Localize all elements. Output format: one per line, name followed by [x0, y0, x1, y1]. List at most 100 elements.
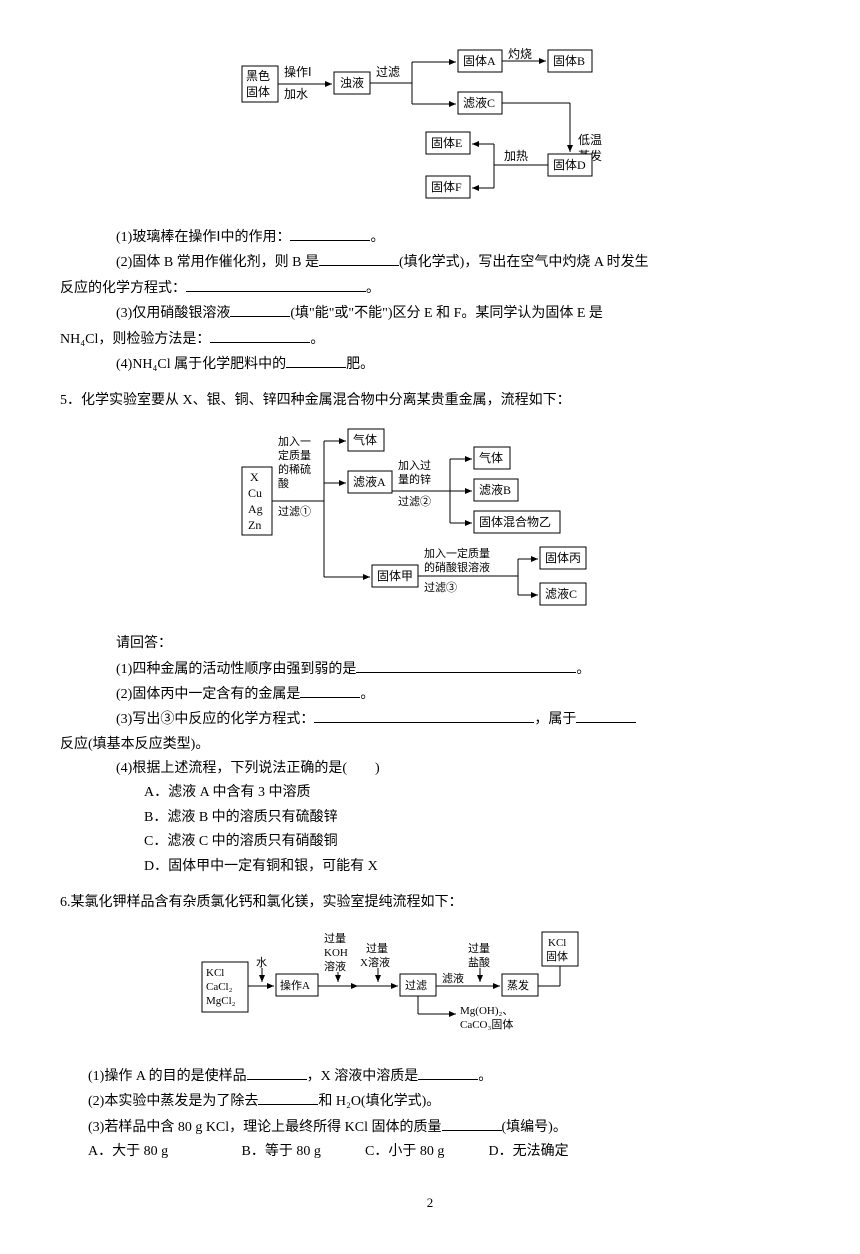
blank[interactable] — [258, 1090, 318, 1105]
blank[interactable] — [230, 302, 290, 317]
q5-2b: 。 — [360, 687, 374, 702]
q4-3a: (3)仅用硝酸银溶液 — [116, 306, 230, 321]
flowchart-1: 黑色 固体 操作Ⅰ 加水 浊液 过滤 固体A 灼烧 固体B 滤液C 低温 蒸发 … — [240, 48, 670, 218]
q6-2: (2)本实验中蒸发是为了除去和 H₂O(填化学式)。 — [60, 1090, 800, 1113]
q6-1b: ，X 溶液中溶质是 — [307, 1069, 419, 1084]
svg-text:过量: 过量 — [468, 942, 490, 955]
q6-3a: (3)若样品中含 80 g KCl，理论上最终所得 KCl 固体的质量 — [88, 1120, 442, 1135]
q6-1c: 。 — [478, 1069, 492, 1084]
svg-text:加热: 加热 — [504, 149, 528, 163]
q6-3: (3)若样品中含 80 g KCl，理论上最终所得 KCl 固体的质量(填编号)… — [60, 1116, 800, 1139]
svg-text:Mg(OH)₂、: Mg(OH)₂、 — [460, 1005, 513, 1017]
svg-text:MgCl₂: MgCl₂ — [206, 995, 236, 1007]
q4-1: (1)玻璃棒在操作Ⅰ中的作用： 。 — [60, 226, 800, 249]
svg-text:过滤①: 过滤① — [278, 505, 311, 518]
q5-optA[interactable]: A．滤液 A 中含有 3 中溶质 — [60, 782, 800, 804]
q5-optB[interactable]: B．滤液 B 中的溶质只有硫酸锌 — [60, 807, 800, 829]
q6-optB[interactable]: B．等于 80 g — [242, 1141, 362, 1163]
svg-text:量的锌: 量的锌 — [398, 472, 431, 486]
blank[interactable] — [314, 708, 534, 723]
question-4: (1)玻璃棒在操作Ⅰ中的作用： 。 (2)固体 B 常用作催化剂，则 B 是(填化… — [60, 226, 800, 376]
svg-text:固体丙: 固体丙 — [545, 551, 581, 565]
q4-2b: (填化学式)，写出在空气中灼烧 A 时发生 — [399, 255, 649, 270]
diagram-q5: X Cu Ag Zn 加入一 定质量 的稀硫 酸 过滤① 气体 滤液A 加入过 … — [240, 427, 800, 625]
blank[interactable] — [418, 1065, 478, 1080]
svg-text:固体D: 固体D — [553, 158, 586, 172]
blank[interactable] — [186, 277, 366, 292]
svg-text:加水: 加水 — [284, 87, 308, 101]
blank[interactable] — [319, 251, 399, 266]
svg-text:固体甲: 固体甲 — [377, 569, 413, 583]
q6-optD[interactable]: D．无法确定 — [489, 1141, 569, 1163]
blank[interactable] — [290, 226, 370, 241]
blank[interactable] — [247, 1065, 307, 1080]
svg-text:KOH: KOH — [324, 947, 348, 959]
blank[interactable] — [442, 1116, 502, 1131]
svg-text:X: X — [250, 470, 259, 484]
q5-3: (3)写出③中反应的化学方程式： ，属于 — [60, 708, 800, 731]
q4-2: (2)固体 B 常用作催化剂，则 B 是(填化学式)，写出在空气中灼烧 A 时发… — [60, 251, 800, 274]
question-5: 请回答： (1)四种金属的活动性顺序由强到弱的是。 (2)固体丙中一定含有的金属… — [60, 633, 800, 878]
svg-text:滤液C: 滤液C — [545, 586, 577, 601]
q5-3b: ，属于 — [534, 712, 576, 727]
svg-text:固体: 固体 — [246, 85, 270, 99]
svg-text:定质量: 定质量 — [278, 448, 311, 462]
q5-3c: 反应(填基本反应类型)。 — [60, 734, 800, 756]
svg-text:酸: 酸 — [278, 476, 289, 490]
q4-4b: 肥。 — [346, 357, 374, 372]
blank[interactable] — [576, 708, 636, 723]
q5-optD[interactable]: D．固体甲中一定有铜和银，可能有 X — [60, 856, 800, 878]
question-6: (1)操作 A 的目的是使样品，X 溶液中溶质是。 (2)本实验中蒸发是为了除去… — [60, 1065, 800, 1164]
svg-text:X溶液: X溶液 — [360, 955, 390, 969]
q5-prompt: 请回答： — [60, 633, 800, 655]
q6-1: (1)操作 A 的目的是使样品，X 溶液中溶质是。 — [60, 1065, 800, 1088]
svg-text:灼烧: 灼烧 — [508, 48, 532, 61]
svg-text:低温: 低温 — [578, 133, 602, 147]
q4-3c: NH₄Cl，则检验方法是：。 — [60, 328, 800, 351]
q5-2a: (2)固体丙中一定含有的金属是 — [116, 687, 300, 702]
svg-text:KCl: KCl — [548, 937, 566, 949]
svg-text:过滤: 过滤 — [376, 65, 400, 79]
q5-optC[interactable]: C．滤液 C 中的溶质只有硝酸铜 — [60, 831, 800, 853]
svg-text:溶液: 溶液 — [324, 959, 346, 973]
q6-optA[interactable]: A．大于 80 g — [88, 1141, 238, 1163]
flowchart-3: KCl CaCl₂ MgCl₂ 水 操作A 过量 KOH 溶液 过量 X溶液 过… — [200, 928, 680, 1048]
q4-1b: 。 — [370, 230, 384, 245]
svg-text:CaCl₂: CaCl₂ — [206, 981, 233, 993]
svg-text:固体: 固体 — [546, 949, 568, 963]
svg-text:固体E: 固体E — [431, 136, 462, 150]
q4-1a: (1)玻璃棒在操作Ⅰ中的作用： — [116, 230, 290, 245]
q5-1: (1)四种金属的活动性顺序由强到弱的是。 — [60, 658, 800, 681]
diagram-q4: 黑色 固体 操作Ⅰ 加水 浊液 过滤 固体A 灼烧 固体B 滤液C 低温 蒸发 … — [240, 48, 800, 218]
blank[interactable] — [286, 353, 346, 368]
svg-text:浊液: 浊液 — [340, 75, 364, 90]
svg-text:气体: 气体 — [479, 450, 503, 465]
q5-3a: (3)写出③中反应的化学方程式： — [116, 712, 314, 727]
blank[interactable] — [300, 683, 360, 698]
svg-text:滤液C: 滤液C — [463, 95, 495, 110]
q5-1b: 。 — [576, 662, 590, 677]
q4-2c-t: 反应的化学方程式： — [60, 281, 186, 296]
svg-text:固体A: 固体A — [463, 54, 496, 68]
svg-text:滤液: 滤液 — [442, 971, 464, 985]
svg-text:滤液B: 滤液B — [479, 482, 511, 497]
q4-3: (3)仅用硝酸银溶液 (填"能"或"不能")区分 E 和 F。某同学认为固体 E … — [60, 302, 800, 325]
blank[interactable] — [210, 328, 310, 343]
q4-4: (4)NH₄Cl 属于化学肥料中的肥。 — [60, 353, 800, 376]
svg-text:CaCO₃固体: CaCO₃固体 — [460, 1017, 513, 1031]
svg-text:Cu: Cu — [248, 486, 262, 500]
svg-text:过滤②: 过滤② — [398, 495, 431, 508]
q4-3b: (填"能"或"不能")区分 E 和 F。某同学认为固体 E 是 — [290, 306, 603, 321]
q6-2b: 和 H₂O(填化学式)。 — [318, 1094, 440, 1109]
svg-text:固体B: 固体B — [553, 54, 585, 68]
blank[interactable] — [356, 658, 576, 673]
q5-2: (2)固体丙中一定含有的金属是 。 — [60, 683, 800, 706]
svg-text:黑色: 黑色 — [246, 69, 270, 83]
svg-text:固体F: 固体F — [431, 180, 462, 194]
diagram-q6: KCl CaCl₂ MgCl₂ 水 操作A 过量 KOH 溶液 过量 X溶液 过… — [200, 928, 800, 1056]
q6-opts: A．大于 80 g B．等于 80 g C．小于 80 g D．无法确定 — [60, 1141, 800, 1163]
svg-text:滤液A: 滤液A — [353, 474, 386, 489]
svg-text:蒸发: 蒸发 — [507, 978, 529, 992]
q6-optC[interactable]: C．小于 80 g — [365, 1141, 485, 1163]
svg-text:盐酸: 盐酸 — [468, 955, 490, 969]
